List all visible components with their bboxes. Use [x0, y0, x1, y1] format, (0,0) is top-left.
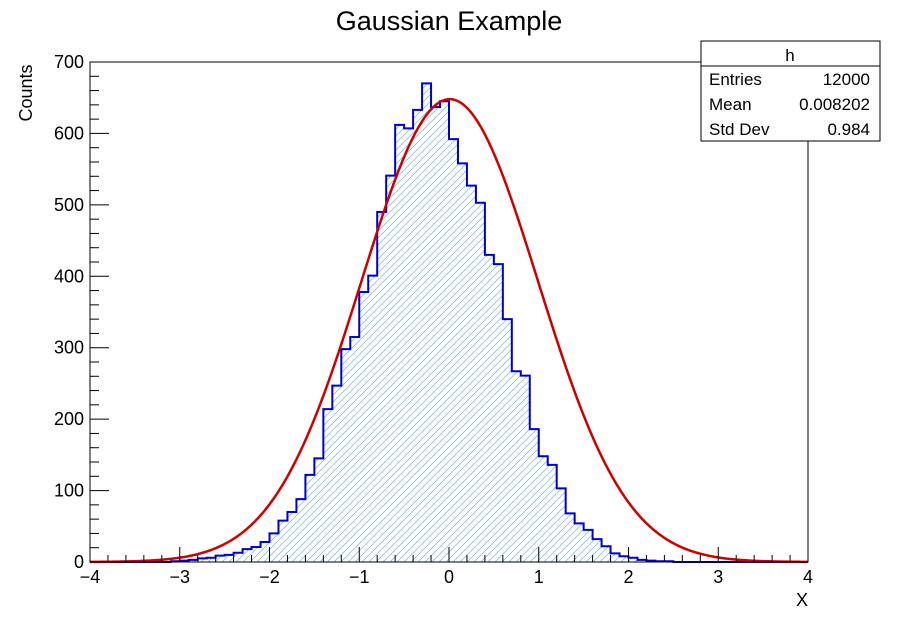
histogram-bin — [449, 139, 458, 562]
histogram-bin — [538, 456, 548, 562]
histogram-bin — [565, 513, 575, 562]
histogram-bin — [404, 128, 414, 562]
histogram-bin — [413, 109, 423, 562]
x-tick-label: 0 — [444, 567, 454, 587]
histogram-bin — [466, 185, 476, 563]
histogram-bin — [502, 319, 512, 562]
x-tick-label: −1 — [349, 567, 370, 587]
histogram-bin — [314, 458, 324, 562]
histogram-bin — [242, 549, 252, 562]
histogram-bin — [637, 559, 647, 562]
y-tick-label: 100 — [54, 481, 84, 501]
histogram-outline — [90, 82, 808, 563]
y-tick-label: 200 — [54, 409, 84, 429]
histogram-bin — [368, 275, 378, 562]
histogram-bin — [332, 385, 342, 562]
histogram-bin — [431, 107, 441, 562]
x-tick-label: −4 — [80, 567, 101, 587]
stats-box: h Entries 12000 Mean 0.008202 Std Dev 0.… — [700, 40, 881, 142]
histogram-bin — [493, 264, 503, 562]
fit-curve — [89, 97, 809, 564]
histogram-bin — [457, 163, 467, 562]
histogram-bin — [592, 539, 602, 562]
histogram-bin — [610, 553, 620, 562]
histogram-bin — [188, 559, 198, 562]
histogram-bin — [350, 337, 360, 562]
y-tick-label: 600 — [54, 123, 84, 143]
x-tick-label: 3 — [713, 567, 723, 587]
histogram-bin — [251, 547, 261, 562]
histogram-bin — [269, 533, 279, 562]
stats-mean-label: Mean — [709, 95, 752, 114]
histogram-bin — [619, 556, 629, 562]
x-tick-label: 1 — [534, 567, 544, 587]
histogram-bin — [386, 175, 396, 563]
stats-mean-value: 0.008202 — [799, 95, 870, 114]
histogram-bin — [520, 375, 530, 562]
histogram-bin — [475, 202, 485, 562]
plot-area: −4 −3 −2 −1 0 1 2 3 4 0 100 200 300 400 500 600 700 — [54, 52, 813, 587]
x-tick-label: 4 — [803, 567, 813, 587]
histogram-bin — [206, 557, 216, 562]
histogram-bin — [305, 474, 315, 562]
histogram-bin — [556, 488, 566, 562]
x-tick-label: 2 — [623, 567, 633, 587]
stats-stddev-value: 0.984 — [827, 120, 870, 139]
histogram-bin — [547, 464, 557, 562]
histogram-bin — [511, 371, 521, 562]
histogram-bin — [440, 101, 449, 563]
stats-box-frame — [700, 40, 881, 142]
chart-title: Gaussian Example — [336, 6, 563, 36]
histogram-bin — [484, 254, 494, 562]
y-tick-label: 300 — [54, 338, 84, 358]
histogram-bin — [628, 557, 638, 562]
histogram-bin — [359, 292, 369, 562]
y-axis-label: Counts — [16, 64, 36, 121]
histogram-bin — [341, 349, 351, 562]
y-tick-label: 700 — [54, 52, 84, 72]
histogram-bin — [287, 512, 297, 562]
y-tick-label: 0 — [74, 552, 84, 572]
histogram-bin — [422, 83, 432, 562]
x-tick-label: −3 — [169, 567, 190, 587]
stats-entries-value: 12000 — [823, 70, 870, 89]
y-tick-label: 400 — [54, 266, 84, 286]
histogram-bin — [574, 523, 584, 562]
histogram-bin — [395, 124, 405, 562]
stats-box-name: h — [785, 46, 794, 65]
histogram-bin — [323, 409, 333, 562]
histogram-bin — [197, 558, 207, 562]
histogram-bin — [296, 499, 306, 562]
histogram-bin — [377, 212, 387, 562]
x-tick-label: −2 — [259, 567, 280, 587]
histogram-bin — [601, 546, 611, 562]
histogram-bin — [529, 429, 539, 562]
histogram-bin — [260, 542, 270, 562]
x-axis-label: X — [796, 590, 808, 610]
histogram-bin — [583, 529, 593, 562]
histogram-bin — [215, 555, 225, 562]
histogram-bin — [278, 520, 288, 562]
y-tick-label: 500 — [54, 195, 84, 215]
histogram-bin — [233, 552, 243, 562]
stats-stddev-label: Std Dev — [709, 120, 770, 139]
stats-entries-label: Entries — [709, 70, 762, 89]
histogram-bin — [224, 554, 234, 562]
